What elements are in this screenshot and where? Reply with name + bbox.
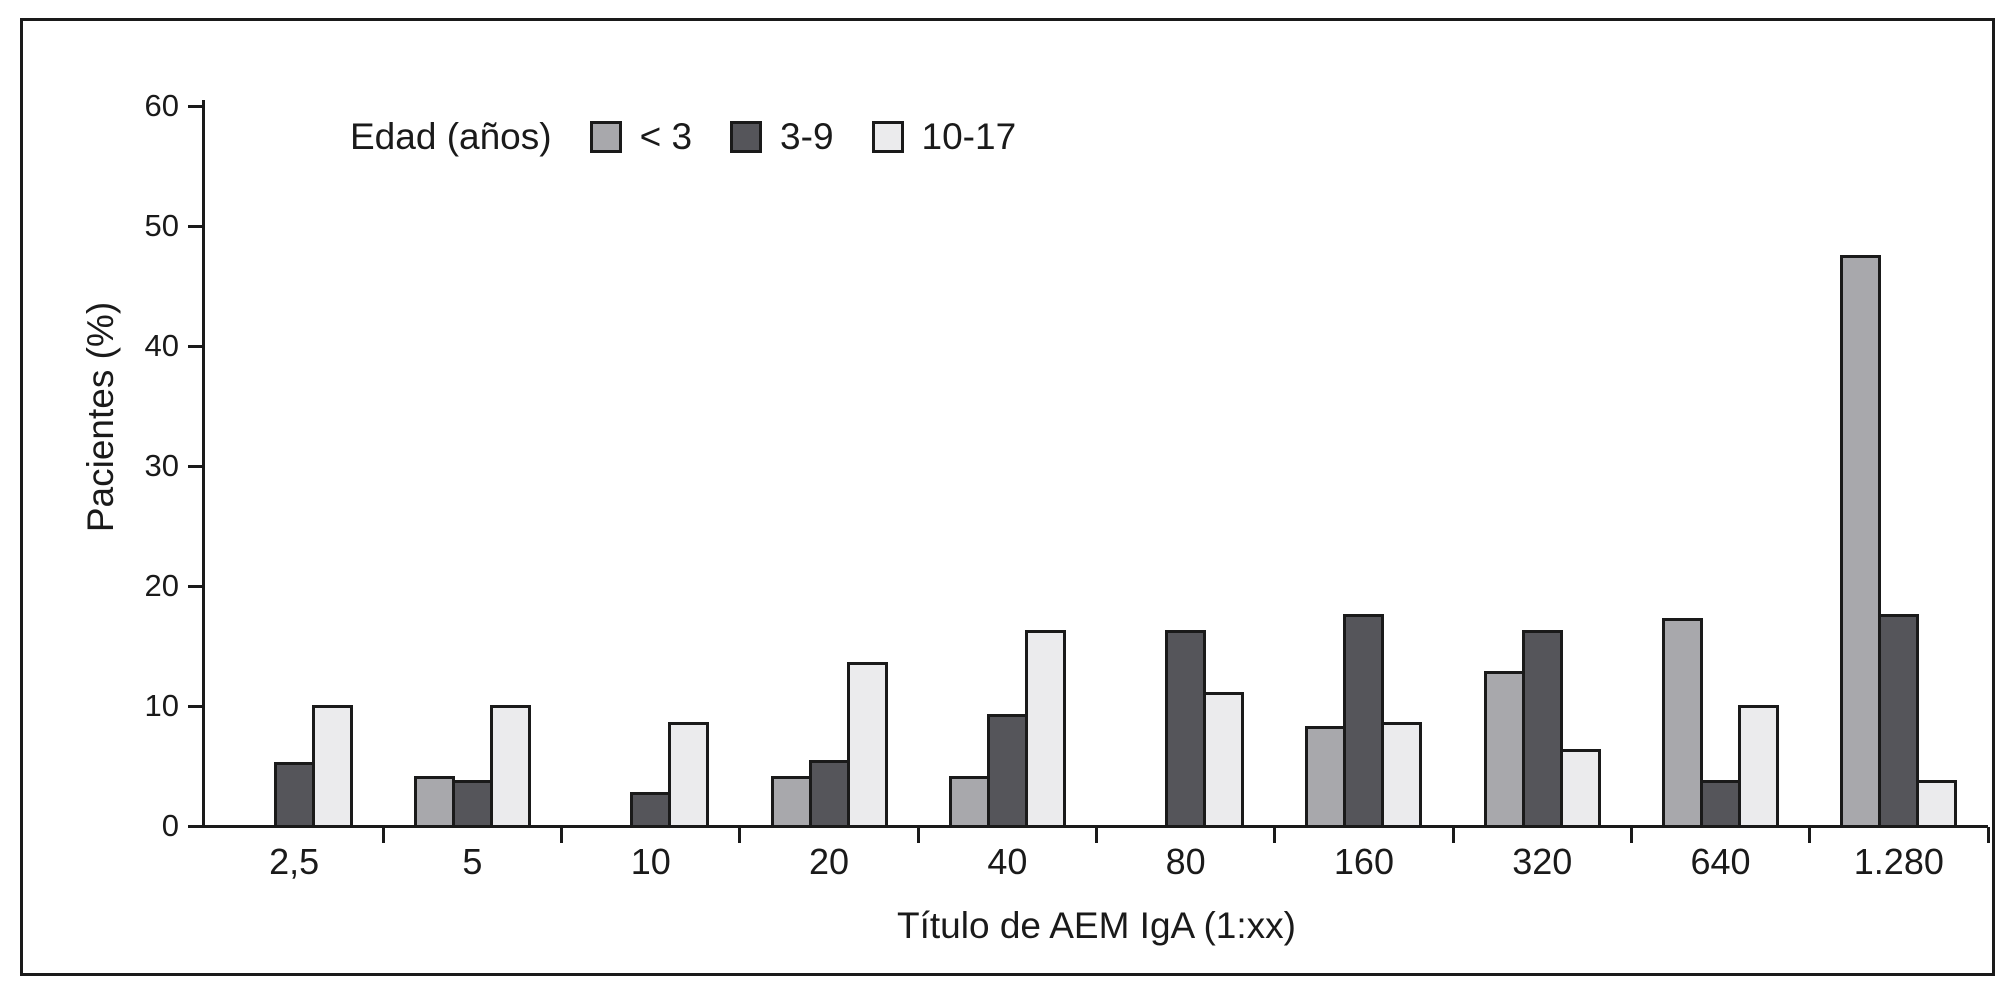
legend-item-10-17: 10-17 [871, 116, 1017, 158]
bar-3-9-40 [986, 714, 1028, 826]
x-category-label: 160 [1333, 841, 1394, 882]
x-category-label: 10 [630, 841, 671, 882]
bar-10-17-10 [668, 721, 710, 826]
legend-swatch-3-9 [730, 121, 763, 153]
y-axis-tick [188, 704, 202, 708]
bar-3-9-320 [1521, 630, 1563, 826]
bar-10-17-1.280 [1916, 780, 1958, 826]
bar-3-9-10 [630, 792, 672, 826]
x-category-label: 1.280 [1853, 841, 1944, 882]
legend-swatch-<3 [589, 121, 622, 153]
y-axis-line [202, 100, 205, 828]
x-category-label: 5 [462, 841, 483, 882]
bar-<3-320 [1483, 671, 1525, 826]
y-axis-tick [188, 584, 202, 588]
bar-group-1.280 [1810, 106, 1988, 826]
bar-<3-40 [948, 775, 990, 826]
x-axis-tick [1451, 827, 1455, 843]
legend-swatch-10-17 [871, 121, 904, 153]
y-tick-label: 0 [161, 808, 179, 843]
bar-10-17-5 [489, 704, 531, 826]
x-category-label: 320 [1512, 841, 1573, 882]
y-axis-tick [188, 464, 202, 468]
bar-3-9-1.280 [1878, 613, 1920, 826]
bar-group-160 [1275, 106, 1453, 826]
x-category-label: 20 [809, 841, 850, 882]
x-axis-tick [1629, 827, 1633, 843]
legend-label: 3-9 [780, 116, 834, 157]
y-axis-tick [188, 344, 202, 348]
x-category-label: 80 [1165, 841, 1206, 882]
bar-group-2,5 [205, 106, 383, 826]
x-axis-line [202, 825, 1988, 828]
bar-group-20 [740, 106, 918, 826]
bar-<3-640 [1662, 618, 1704, 826]
bar-10-17-320 [1559, 749, 1601, 826]
legend-title: Edad (años) [350, 116, 552, 157]
bar-3-9-5 [451, 780, 493, 826]
legend-label: < 3 [639, 116, 693, 157]
bar-group-320 [1453, 106, 1631, 826]
x-axis-tick [1986, 827, 1990, 843]
x-axis-tick [381, 827, 385, 843]
x-axis-tick [738, 827, 742, 843]
bar-10-17-40 [1024, 630, 1066, 826]
legend-label: 10-17 [921, 116, 1017, 157]
bar-group-80 [1097, 106, 1275, 826]
x-axis-tick [1273, 827, 1277, 843]
x-category-label: 40 [987, 841, 1028, 882]
y-axis-tick [188, 224, 202, 228]
y-axis-tick [188, 824, 202, 828]
y-tick-label: 40 [144, 328, 179, 363]
y-tick-label: 30 [144, 448, 179, 483]
bar-3-9-640 [1700, 780, 1742, 826]
x-axis-tick [916, 827, 920, 843]
bar-3-9-20 [808, 760, 850, 826]
y-axis-tick [188, 104, 202, 108]
x-category-label: 640 [1690, 841, 1751, 882]
bar-10-17-80 [1203, 691, 1245, 826]
bar-10-17-2,5 [311, 704, 353, 826]
y-tick-label: 60 [144, 88, 179, 123]
bar-10-17-160 [1381, 721, 1423, 826]
x-axis-tick [1095, 827, 1098, 843]
legend-item-3-9: 3-9 [730, 116, 834, 158]
bar-10-17-20 [846, 661, 888, 826]
bar-3-9-80 [1165, 630, 1207, 826]
bar-group-10 [562, 106, 740, 826]
legend-items: < 3 3-9 10-17 [589, 116, 1055, 158]
bar-group-640 [1631, 106, 1809, 826]
plot-area: 0 10 20 30 40 50 60 2,5 5 10 20 40 80 160 320 640 1.280 [145, 88, 1990, 882]
chart-legend: Edad (años) < 3 3-9 10-17 [350, 116, 1055, 158]
x-axis-title: Título de AEM IgA (1:xx) [897, 905, 1296, 946]
x-axis-tick [1808, 827, 1812, 843]
y-tick-label: 50 [144, 208, 179, 243]
bar-3-9-160 [1343, 613, 1385, 826]
bar-<3-160 [1305, 726, 1347, 826]
bar-3-9-2,5 [273, 762, 315, 826]
x-category-label: 2,5 [269, 841, 320, 882]
bar-<3-5 [413, 775, 455, 826]
bar-group-40 [918, 106, 1096, 826]
bar-group-5 [383, 106, 561, 826]
bar-10-17-640 [1738, 704, 1780, 826]
y-tick-label: 10 [144, 688, 179, 723]
bar-<3-1.280 [1840, 254, 1882, 826]
bar-<3-20 [770, 775, 812, 826]
y-tick-label: 20 [144, 568, 179, 603]
x-axis-tick [560, 827, 564, 843]
legend-item-<3: < 3 [589, 116, 693, 158]
